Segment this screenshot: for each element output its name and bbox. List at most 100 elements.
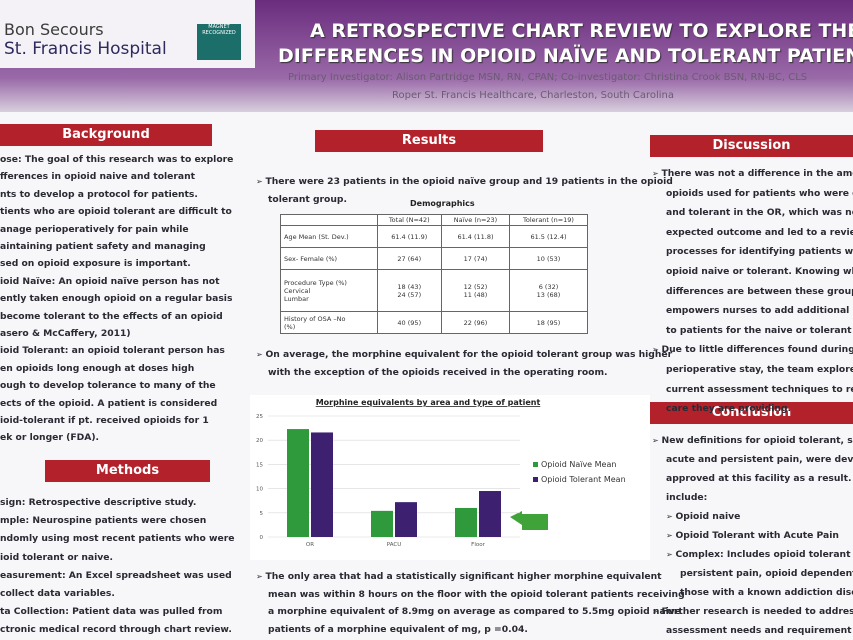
text-line: ects of the opioid. A patient is conside… <box>0 397 218 409</box>
table-cell: 10 (53) <box>508 247 589 270</box>
table-cell <box>280 214 378 226</box>
demographics-table: Total (N=42) Naïve (n=23) Tolerant (n=19) A… <box>280 214 589 334</box>
table-cell: 18 (43) 24 (57) <box>376 269 443 312</box>
table-cell: 17 (74) <box>441 247 510 270</box>
text-line: aintaining patient safety and managing <box>0 241 206 252</box>
x-tick-label: PACU <box>387 542 402 548</box>
table-cell: 18 (95) <box>508 311 589 334</box>
table-cell: Naïve (n=23) <box>441 214 510 226</box>
bar <box>479 491 501 537</box>
text-line: Further research is needed to address th… <box>652 606 853 617</box>
text-line: Opioid naive <box>666 511 741 522</box>
legend-label: Opioid Naïve Mean <box>541 460 616 469</box>
org-name: Bon Secours <box>4 20 104 39</box>
title: DIFFERENCES IN OPIOID NAÏVE AND TOLERANT… <box>278 45 853 67</box>
text-line: asero & McCaffery, 2011) <box>0 328 131 339</box>
y-tick-label: 10 <box>256 487 263 493</box>
title: A RETROSPECTIVE CHART REVIEW TO EXPLORE … <box>310 20 853 42</box>
legend-swatch <box>533 477 538 482</box>
text-line: ek or longer (FDA). <box>0 432 100 444</box>
affiliation: Roper St. Francis Healthcare, Charleston… <box>392 90 674 101</box>
cell-text: 24 (57) <box>397 290 422 299</box>
text-line: those with a known addiction disorder. <box>680 587 853 598</box>
cell-text: 61.4 (11.8) <box>457 232 494 241</box>
text-line: to patients for the naive or tolerant pa… <box>666 324 853 336</box>
org-name: St. Francis Hospital <box>4 39 167 59</box>
bar <box>311 432 333 537</box>
cell-text: 27 (64) <box>397 254 422 263</box>
bar <box>455 507 477 537</box>
text-line: persistent pain, opioid dependent and <box>680 568 853 579</box>
bar <box>395 502 417 537</box>
section-heading: Discussion <box>650 135 853 157</box>
cell-text: Cervical <box>284 286 311 295</box>
cell-text: 22 (96) <box>463 318 488 327</box>
text-line: acute and persistent pain, were develope… <box>666 454 853 465</box>
table-cell: 40 (95) <box>376 311 443 334</box>
section-heading: Methods <box>45 460 210 482</box>
section-heading: Conclusion <box>650 402 853 424</box>
text-line: care they are providing. <box>666 403 792 415</box>
text-line: approved at this facility as a result. T… <box>666 473 853 484</box>
text-line: Complex: Includes opioid tolerant with <box>666 549 853 560</box>
text-line: There was not a difference in the amount… <box>652 168 853 179</box>
text-line: ose: The goal of this research was to ex… <box>0 154 234 165</box>
chart-title: Morphine equivalents by area and type of… <box>316 398 541 407</box>
table-row: Age Mean (St. Dev.) 61.4 (11.9) 61.4 (11.8… <box>280 225 589 248</box>
table-cell: 22 (96) <box>441 311 510 334</box>
table-cell: 61.4 (11.9) <box>376 225 443 248</box>
text-line: On average, the morphine equivalent for … <box>256 349 673 360</box>
text-line: easurement: An Excel spreadsheet was use… <box>0 569 232 581</box>
text-line: include: <box>666 492 708 503</box>
cell-text: 61.5 (12.4) <box>530 232 567 241</box>
table-row: Sex- Female (%) 27 (64) 17 (74) 10 (53) <box>280 247 589 270</box>
cell-text: Lumbar <box>284 294 309 303</box>
text-line: mean was within 8 hours on the floor wit… <box>268 588 685 600</box>
text-line: fferences in opioid naive and tolerant <box>0 171 196 183</box>
table-row: Procedure Type (%) Cervical Lumbar 18 (43) 2… <box>280 269 589 312</box>
text-line: ioid Tolerant: an opioid tolerant person… <box>0 345 225 357</box>
cell-text: 17 (74) <box>463 254 488 263</box>
text-line: Opioid Tolerant with Acute Pain <box>666 530 839 541</box>
cell-text: Sex- Female (%) <box>284 254 338 263</box>
text-line: a morphine equivalent of 8.9mg on averag… <box>268 606 682 617</box>
cell-text: 12 (52) <box>463 282 488 291</box>
table-cell: History of OSA –No (%) <box>280 311 378 334</box>
bar <box>371 510 393 537</box>
cell-text: 13 (68) <box>536 290 561 299</box>
x-tick-label: Floor <box>471 542 485 548</box>
text-line: ough to develop tolerance to many of the <box>0 380 216 392</box>
text-line: sed on opioid exposure is important. <box>0 258 191 270</box>
section-heading: Background <box>0 124 212 146</box>
chart: Morphine equivalents by area and type of… <box>250 395 650 560</box>
text-line: Due to little differences found during t… <box>652 344 853 355</box>
cell-text: (%) <box>284 322 296 331</box>
text-line: assessment needs and requirement differe… <box>666 625 853 636</box>
callout-arrow <box>510 511 548 530</box>
table-row: History of OSA –No (%) 40 (95) 22 (96) 18 (9… <box>280 311 589 334</box>
text-line: empowers nurses to add additional monito… <box>666 305 853 317</box>
table-cell: 61.5 (12.4) <box>508 225 589 248</box>
text-line: ently taken enough opioid on a regular b… <box>0 293 233 305</box>
text-line: ndomly using most recent patients who we… <box>0 533 235 545</box>
text-line: differences are between these groups <box>666 285 853 297</box>
text-line: sign: Retrospective descriptive study. <box>0 497 197 508</box>
text-line: expected outcome and led to a review of … <box>666 226 853 238</box>
investigators: Primary Investigator: Alison Partridge M… <box>288 72 808 83</box>
text-line: perioperative stay, the team explored th… <box>666 364 853 375</box>
x-tick-label: OR <box>306 542 314 548</box>
y-tick-label: 25 <box>256 414 263 420</box>
bar <box>287 429 309 537</box>
text-line: with the exception of the opioids receiv… <box>268 366 608 378</box>
cell-text: 11 (48) <box>463 290 488 299</box>
cell-text: 18 (43) <box>397 282 422 291</box>
y-tick-label: 15 <box>256 462 263 468</box>
cell-text: 18 (95) <box>536 318 561 327</box>
cell-text: 61.4 (11.9) <box>391 232 428 241</box>
text-line: become tolerant to the effects of an opi… <box>0 310 223 322</box>
text-line: New definitions for opioid tolerant, sep… <box>652 435 853 446</box>
table-cell: Total (N=42) <box>376 214 443 226</box>
y-tick-label: 5 <box>260 511 264 517</box>
table-title: Demographics <box>410 199 475 208</box>
